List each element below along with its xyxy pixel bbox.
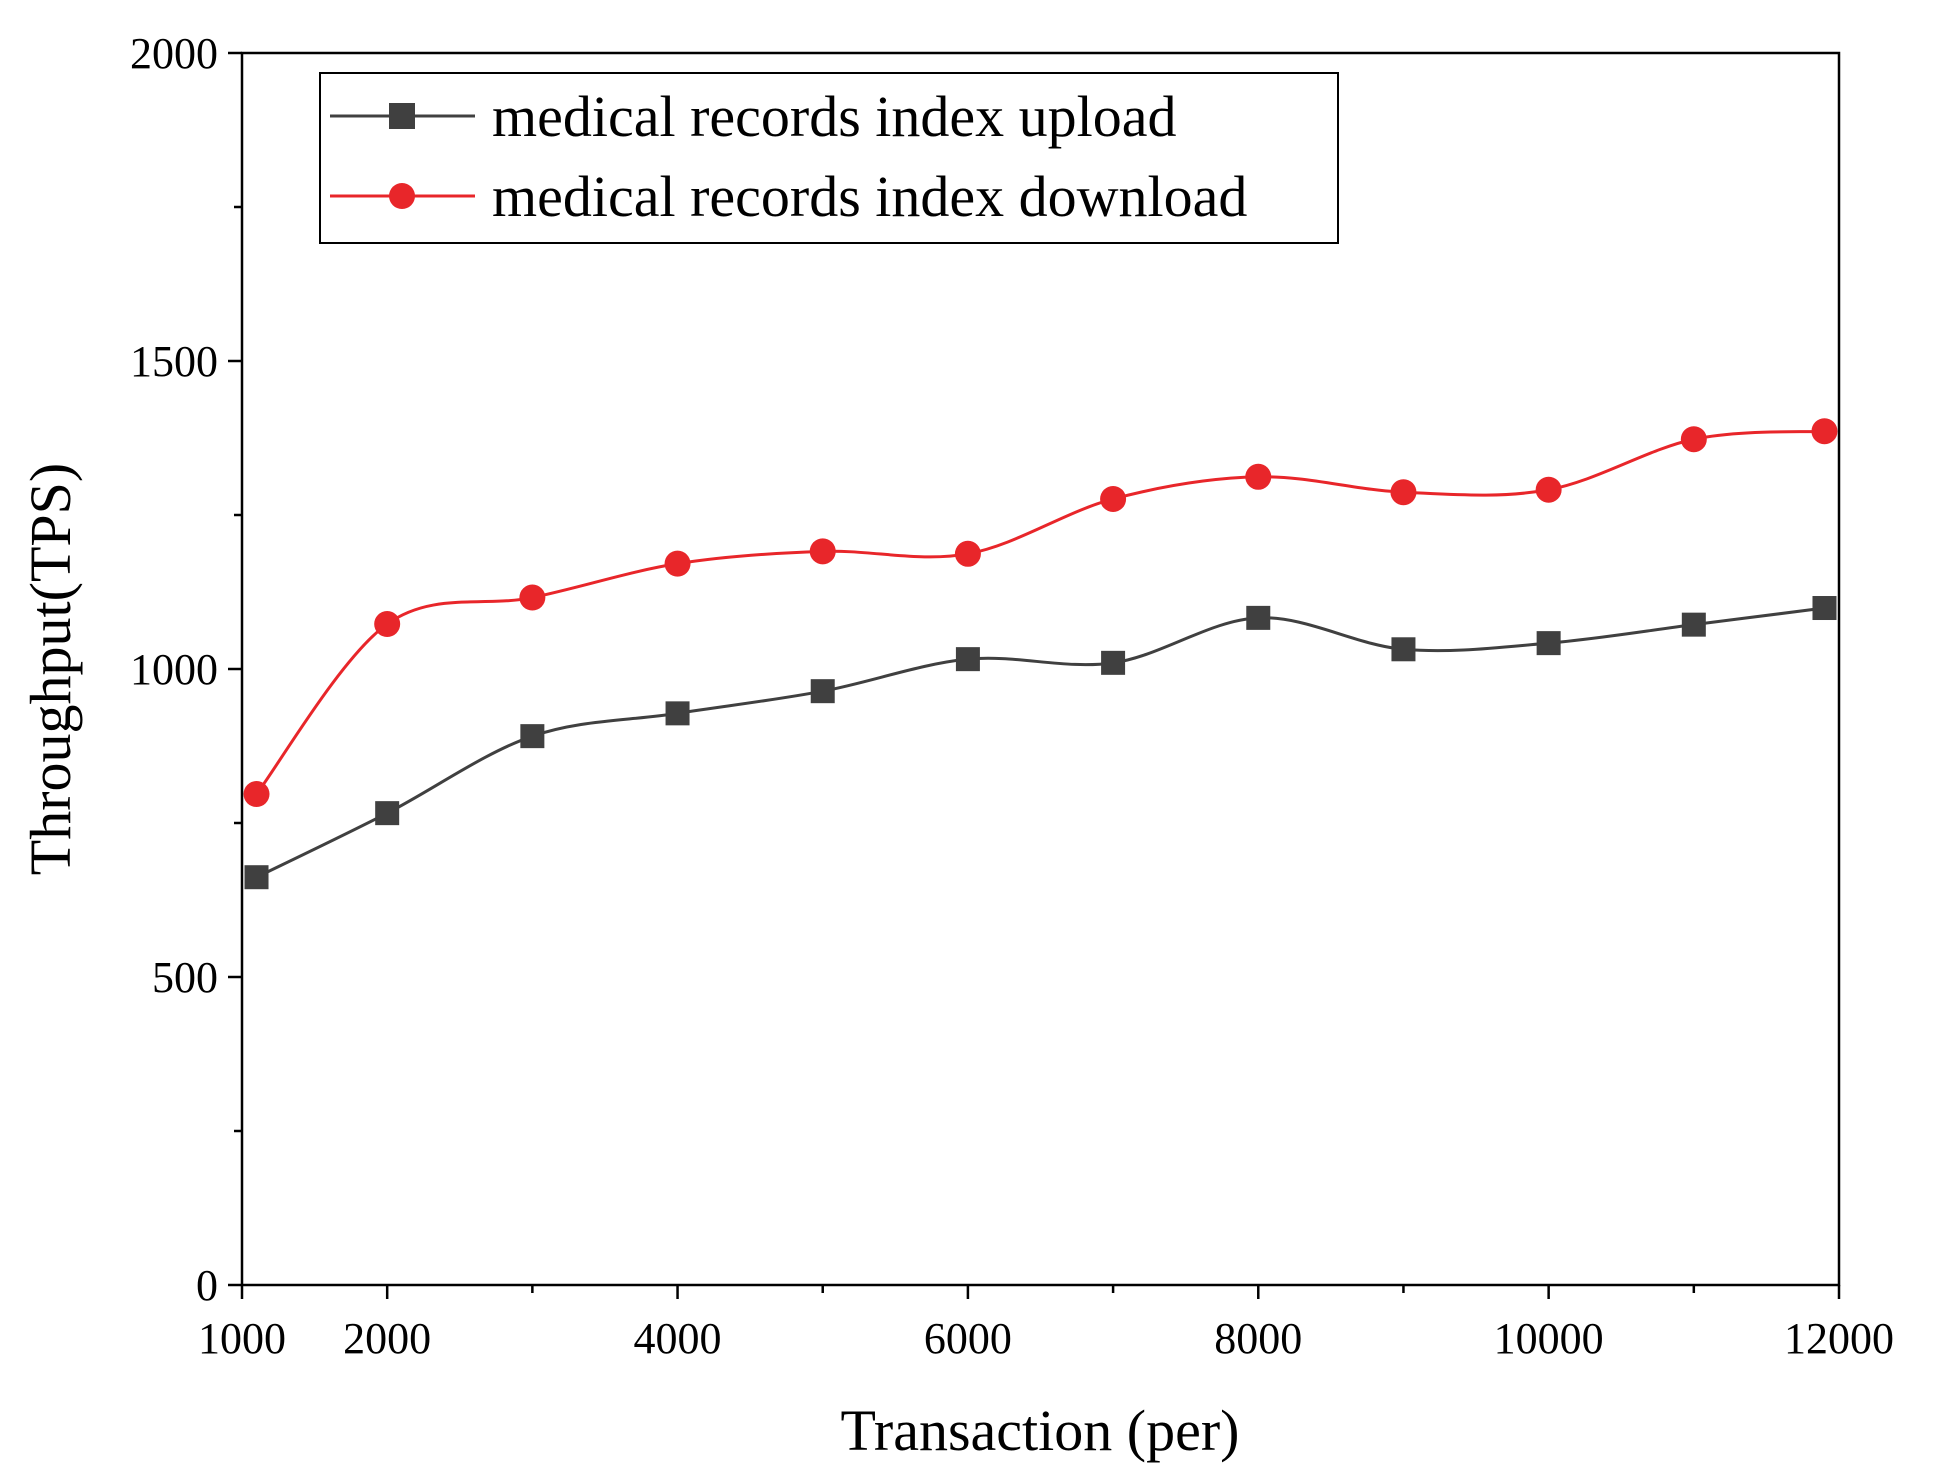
legend-box: [319, 72, 1339, 244]
data-point-upload: [1812, 596, 1837, 621]
legend-label-download: medical records index download: [492, 164, 1247, 229]
data-point-download: [243, 781, 270, 808]
series-download: [243, 418, 1838, 808]
data-point-download: [374, 611, 401, 638]
data-point-upload: [1391, 637, 1416, 662]
legend-marker-download: [389, 183, 415, 209]
x-tick-label: 10000: [1494, 1314, 1604, 1363]
x-axis-ticks: 1000 2000 4000 6000 8000 10000 12000: [198, 1285, 1894, 1363]
x-tick-label: 2000: [343, 1314, 431, 1363]
data-point-download: [1245, 463, 1272, 490]
data-point-upload: [665, 701, 690, 726]
legend-label-upload: medical records index upload: [492, 84, 1176, 149]
data-point-download: [1100, 485, 1127, 512]
series-layer: [243, 418, 1838, 890]
y-tick-label: 500: [152, 953, 218, 1002]
series-line-download: [255, 429, 1825, 795]
data-point-download: [1535, 476, 1562, 503]
data-point-download: [1811, 418, 1838, 445]
data-point-upload: [1681, 612, 1706, 637]
x-tick-label: 8000: [1214, 1314, 1302, 1363]
data-point-upload: [1101, 650, 1126, 675]
y-tick-label: 0: [196, 1261, 218, 1310]
data-point-upload: [244, 865, 269, 890]
y-tick-label: 1500: [130, 337, 218, 386]
data-point-download: [954, 540, 981, 567]
data-point-upload: [1536, 631, 1561, 656]
data-point-upload: [955, 647, 980, 672]
data-point-upload: [810, 679, 835, 704]
plot-frame: [240, 51, 1841, 1287]
y-axis-ticks: 0 500 1000 1500 2000: [130, 29, 242, 1310]
data-point-download: [1390, 479, 1417, 506]
data-point-download: [1680, 426, 1707, 453]
x-tick-label: 6000: [924, 1314, 1012, 1363]
legend: medical records index upload medical rec…: [319, 72, 1339, 244]
y-axis-title: Throughput(TPS): [18, 463, 83, 875]
data-point-upload: [1246, 605, 1271, 630]
data-point-upload: [520, 724, 545, 749]
y-tick-label: 2000: [130, 29, 218, 78]
series-line-upload: [255, 606, 1825, 879]
y-tick-label: 1000: [130, 645, 218, 694]
legend-marker-upload: [389, 103, 415, 129]
data-point-download: [664, 550, 691, 577]
x-tick-label: 4000: [634, 1314, 722, 1363]
data-point-upload: [375, 801, 400, 826]
x-axis-title: Transaction (per): [841, 1398, 1240, 1463]
x-tick-label: 12000: [1784, 1314, 1894, 1363]
x-tick-label: 1000: [198, 1314, 286, 1363]
data-point-download: [809, 538, 836, 565]
data-point-download: [519, 584, 546, 611]
series-upload: [244, 596, 1837, 890]
